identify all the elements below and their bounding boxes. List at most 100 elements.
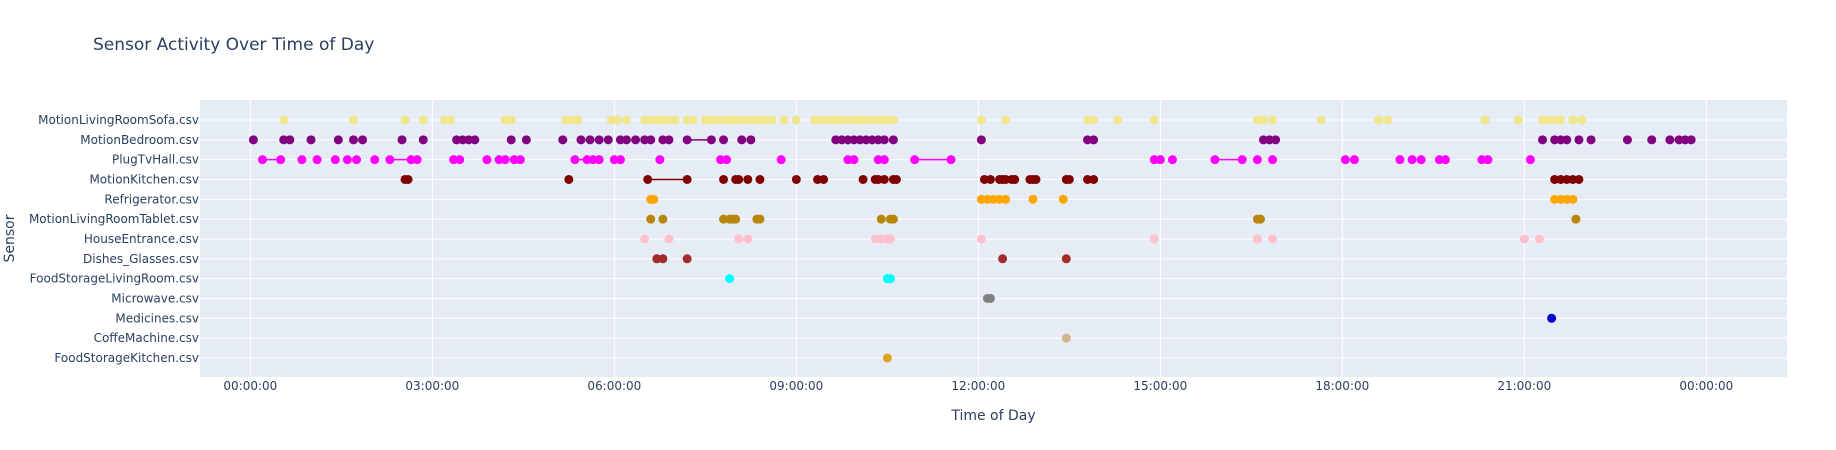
data-point	[885, 274, 895, 284]
data-point	[1574, 174, 1584, 184]
data-point	[612, 115, 622, 125]
data-point	[594, 135, 604, 145]
x-tick-label: 09:00:00	[769, 379, 823, 393]
y-tick-label: Microwave.csv	[111, 291, 199, 305]
data-point	[306, 135, 316, 145]
data-point	[976, 135, 986, 145]
data-point	[521, 135, 531, 145]
data-point	[779, 115, 789, 125]
data-point	[385, 155, 395, 165]
data-point	[849, 155, 859, 165]
x-tick-labels: 00:00:00 03:00:00 06:00:00 09:00:00 12:00:00…	[223, 379, 1733, 393]
x-tick-label: 00:00:00	[1679, 379, 1733, 393]
data-point	[1064, 174, 1074, 184]
data-point	[767, 115, 777, 125]
data-point	[358, 135, 368, 145]
data-point	[370, 155, 380, 165]
data-point	[615, 155, 625, 165]
data-point	[1538, 135, 1548, 145]
data-point	[257, 155, 267, 165]
data-point	[1525, 155, 1535, 165]
y-tick-label: Medicines.csv	[115, 311, 199, 325]
data-point	[1407, 155, 1417, 165]
data-point	[876, 214, 886, 224]
data-point	[1571, 214, 1581, 224]
data-point	[564, 174, 574, 184]
data-point	[1316, 115, 1326, 125]
data-point	[1686, 135, 1696, 145]
data-point	[1155, 155, 1165, 165]
data-point	[500, 155, 510, 165]
data-point	[621, 115, 631, 125]
data-point	[342, 155, 352, 165]
data-point	[506, 135, 516, 145]
data-point	[985, 293, 995, 303]
data-point	[658, 214, 668, 224]
data-point	[643, 174, 653, 184]
data-point	[594, 155, 604, 165]
y-tick-label: FoodStorageKitchen.csv	[54, 351, 199, 365]
data-point	[279, 115, 289, 125]
data-point	[885, 234, 895, 244]
data-point	[1513, 115, 1523, 125]
data-point	[418, 115, 428, 125]
data-point	[312, 155, 322, 165]
data-point	[664, 234, 674, 244]
data-point	[333, 135, 343, 145]
data-point	[655, 155, 665, 165]
data-point	[397, 135, 407, 145]
data-point	[1568, 115, 1578, 125]
data-point	[621, 135, 631, 145]
data-point	[646, 135, 656, 145]
data-point	[1010, 174, 1020, 184]
data-point	[743, 174, 753, 184]
y-tick-label: MotionLivingRoomSofa.csv	[38, 113, 199, 127]
y-tick-label: MotionLivingRoomTablet.csv	[29, 212, 199, 226]
data-point	[1268, 155, 1278, 165]
data-point	[348, 115, 358, 125]
data-point	[734, 234, 744, 244]
data-point	[1089, 135, 1099, 145]
data-point	[791, 115, 801, 125]
x-tick-label: 03:00:00	[405, 379, 459, 393]
data-point	[515, 155, 525, 165]
data-point	[1480, 115, 1490, 125]
data-point	[573, 115, 583, 125]
y-axis-title: Sensor	[2, 214, 18, 262]
data-point	[1237, 155, 1247, 165]
data-point	[1252, 234, 1262, 244]
data-point	[297, 155, 307, 165]
data-point	[1395, 155, 1405, 165]
data-point	[1001, 194, 1011, 204]
data-point	[1149, 115, 1159, 125]
data-point	[649, 194, 659, 204]
data-point	[576, 135, 586, 145]
data-point	[976, 115, 986, 125]
x-axis-title: Time of Day	[950, 408, 1035, 424]
data-point	[1271, 135, 1281, 145]
data-point	[1268, 234, 1278, 244]
data-point	[1167, 155, 1177, 165]
data-point	[1268, 115, 1278, 125]
data-point	[731, 214, 741, 224]
data-point	[719, 174, 729, 184]
data-point	[888, 214, 898, 224]
data-point	[412, 155, 422, 165]
data-point	[1089, 174, 1099, 184]
data-point	[976, 234, 986, 244]
x-tick-label: 21:00:00	[1497, 379, 1551, 393]
data-point	[1556, 115, 1566, 125]
data-point	[330, 155, 340, 165]
data-point	[482, 155, 492, 165]
data-point	[658, 254, 668, 264]
data-point	[455, 155, 465, 165]
chart-title: Sensor Activity Over Time of Day	[93, 35, 374, 55]
y-tick-label: CoffeMachine.csv	[94, 331, 199, 345]
data-point	[791, 174, 801, 184]
x-tick-label: 18:00:00	[1315, 379, 1369, 393]
data-point	[985, 174, 995, 184]
data-marks	[248, 115, 1696, 363]
data-point	[682, 254, 692, 264]
data-point	[1031, 174, 1041, 184]
